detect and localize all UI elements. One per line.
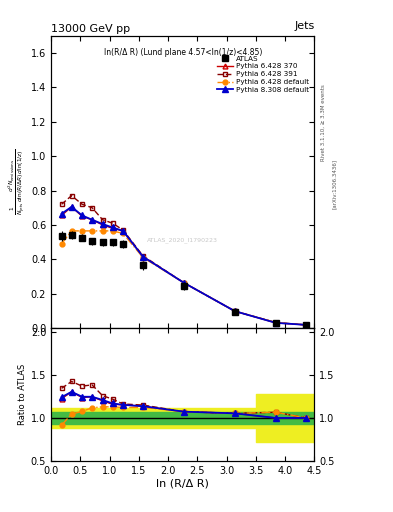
Y-axis label: $\frac{1}{N_{\rm jets}}\frac{d^2 N_{\rm emissions}}{d\ln(R/\Delta R)\,d\ln(1/z)}: $\frac{1}{N_{\rm jets}}\frac{d^2 N_{\rm …	[6, 149, 27, 215]
Text: ln(R/Δ R) (Lund plane 4.57<ln(1/z)<4.85): ln(R/Δ R) (Lund plane 4.57<ln(1/z)<4.85)	[104, 48, 262, 56]
Text: 13000 GeV pp: 13000 GeV pp	[51, 24, 130, 34]
Text: [arXiv:1306.3436]: [arXiv:1306.3436]	[332, 159, 337, 209]
X-axis label: ln (R/Δ R): ln (R/Δ R)	[156, 478, 209, 488]
Y-axis label: Ratio to ATLAS: Ratio to ATLAS	[18, 364, 27, 425]
Legend: ATLAS, Pythia 6.428 370, Pythia 6.428 391, Pythia 6.428 default, Pythia 8.308 de: ATLAS, Pythia 6.428 370, Pythia 6.428 39…	[215, 53, 312, 96]
Text: ATLAS_2020_I1790223: ATLAS_2020_I1790223	[147, 238, 218, 243]
Text: Jets: Jets	[294, 22, 314, 31]
Text: Rivet 3.1.10, ≥ 3.3M events: Rivet 3.1.10, ≥ 3.3M events	[320, 84, 325, 161]
